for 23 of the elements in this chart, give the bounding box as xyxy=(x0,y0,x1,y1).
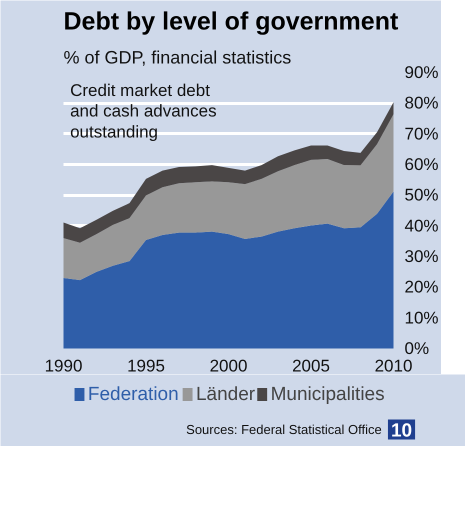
source-note: Sources: Federal Statistical Office xyxy=(186,422,382,437)
annotation: Credit market debt and cash advances outstanding xyxy=(70,80,217,142)
y-tick-label: 20% xyxy=(404,278,439,297)
x-tick-label: 2005 xyxy=(292,356,330,376)
y-tick-label: 70% xyxy=(404,124,439,144)
legend-label: Municipalities xyxy=(270,384,385,405)
x-tick-label: 2010 xyxy=(374,356,412,376)
text: 10 xyxy=(390,420,412,442)
x-tick-label: 2000 xyxy=(210,356,248,376)
y-tick-label: 40% xyxy=(404,216,439,236)
chart-title: Debt by level of government xyxy=(64,8,399,36)
x-tick-label: 1995 xyxy=(127,356,165,376)
chart-subtitle: % of GDP, financial statistics xyxy=(64,48,292,68)
y-tick-label: 90% xyxy=(404,63,439,82)
x-tick-label: 1990 xyxy=(44,356,82,376)
legend-label: Länder xyxy=(196,384,256,405)
y-tick-label: 50% xyxy=(404,186,439,205)
y-tick-label: 0% xyxy=(404,339,430,358)
y-tick-label: 80% xyxy=(404,94,439,113)
y-tick-label: 30% xyxy=(404,247,439,266)
y-tick-label: 60% xyxy=(404,155,439,174)
legend-label: Federation xyxy=(88,384,179,405)
y-tick-label: 10% xyxy=(404,308,439,328)
